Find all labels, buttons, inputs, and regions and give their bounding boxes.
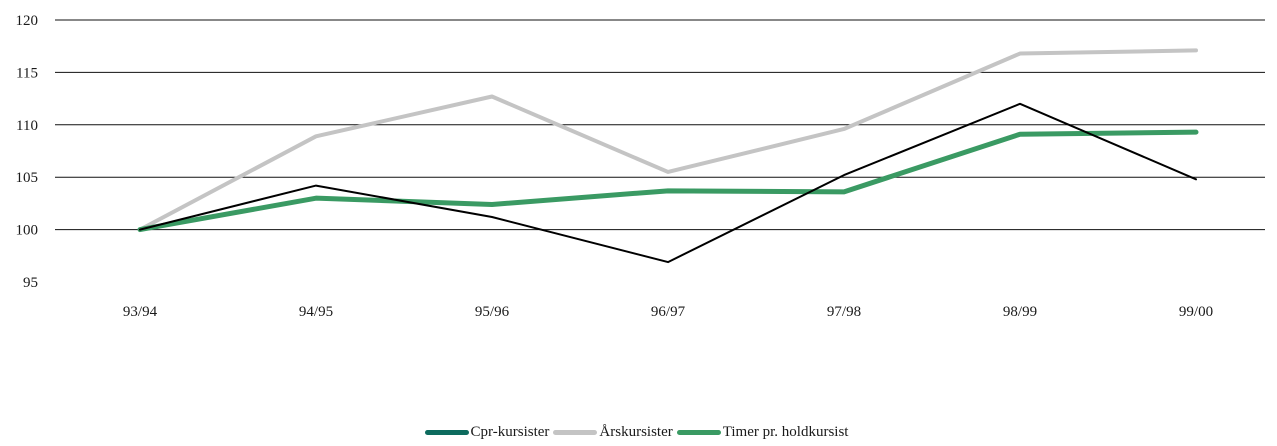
series-lines <box>137 48 1199 264</box>
x-tick-label: 93/94 <box>123 304 158 320</box>
y-tick-label: 120 <box>16 13 39 29</box>
x-axis-tick-labels: 93/94 94/95 95/96 96/97 97/98 98/99 99/00 <box>123 304 1213 320</box>
y-tick-label: 105 <box>16 170 39 186</box>
legend-swatch-timer-pr-holdkursist <box>676 430 721 435</box>
series-line-årskursister <box>138 48 1198 232</box>
legend-item-cpr-kursister: Cpr-kursister <box>424 424 550 441</box>
legend-swatch-cpr-kursister <box>424 430 469 435</box>
legend-label-arskursister: Årskursister <box>599 424 673 440</box>
legend-swatch-arskursister <box>553 430 598 435</box>
x-tick-label: 99/00 <box>1179 304 1213 320</box>
x-tick-label: 95/96 <box>475 304 510 320</box>
series-line-timer-pr-holdkursist <box>137 129 1199 233</box>
x-tick-label: 97/98 <box>827 304 861 320</box>
legend-item-arskursister: Årskursister <box>553 424 673 441</box>
y-tick-label: 115 <box>16 65 38 81</box>
legend-label-timer-pr-holdkursist: Timer pr. holdkursist <box>722 424 849 440</box>
series-line-cpr-kursister <box>139 102 1197 264</box>
legend-item-timer-pr-holdkursist: Timer pr. holdkursist <box>676 424 849 441</box>
gridlines <box>55 19 1265 231</box>
y-tick-label: 110 <box>16 118 38 134</box>
legend-label-cpr-kursister: Cpr-kursister <box>470 424 550 440</box>
y-tick-label: 95 <box>23 275 38 291</box>
y-tick-label: 100 <box>16 223 39 239</box>
x-tick-label: 94/95 <box>299 304 333 320</box>
line-chart: 95 100 105 110 115 120 93/94 94/95 95/96 96/97 97… <box>16 13 1265 320</box>
legend: Cpr-kursister Årskursister Timer pr. hol… <box>0 424 1277 441</box>
x-tick-label: 96/97 <box>651 304 686 320</box>
y-axis-tick-labels: 95 100 105 110 115 120 <box>16 13 39 291</box>
x-tick-label: 98/99 <box>1003 304 1037 320</box>
